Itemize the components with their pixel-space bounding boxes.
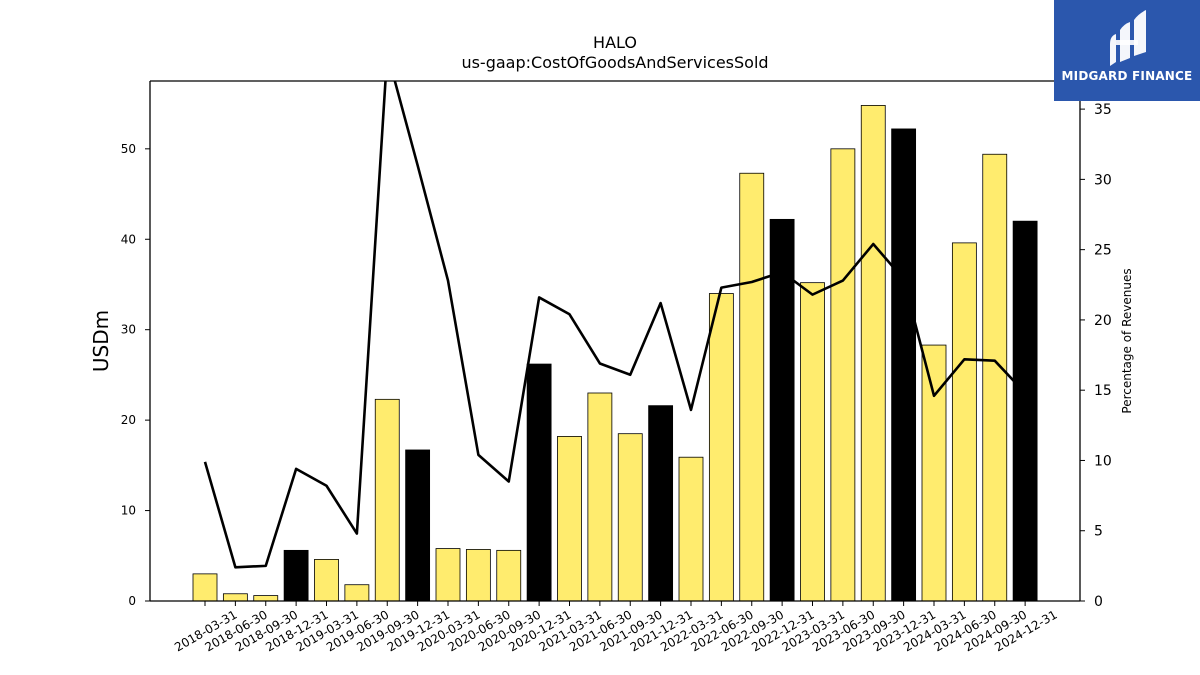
- right-y-axis-label: Percentage of Revenues: [1120, 268, 1134, 413]
- left-y-tick-label: 40: [121, 232, 136, 246]
- right-y-tick-label: 15: [1094, 383, 1112, 399]
- bar-series: [192, 105, 1038, 602]
- bar-2023-12-31: [891, 128, 917, 602]
- right-y-tick-label: 20: [1094, 313, 1112, 329]
- bar-2023-06-30: [830, 148, 856, 602]
- left-y-tick-label: 0: [128, 594, 136, 608]
- bar-2022-06-30: [708, 293, 734, 602]
- percentage-line: [203, 81, 1027, 569]
- bar-2021-06-30: [587, 392, 613, 602]
- bar-2018-06-30: [222, 593, 248, 602]
- logo-mark-icon: [1110, 10, 1146, 66]
- left-y-tick-label: 20: [121, 413, 136, 427]
- left-y-tick-label: 10: [121, 504, 136, 518]
- bar-2020-06-30: [465, 549, 491, 602]
- bar-2019-12-31: [405, 449, 431, 602]
- bar-2024-09-30: [982, 153, 1008, 602]
- bar-2024-03-31: [921, 344, 947, 602]
- bar-2020-12-31: [526, 363, 552, 602]
- bar-2019-06-30: [344, 584, 370, 602]
- chart-title: HALO: [593, 33, 637, 52]
- bar-2018-12-31: [283, 549, 309, 602]
- bar-2019-03-31: [314, 559, 339, 602]
- chart-subtitle: us-gaap:CostOfGoodsAndServicesSold: [461, 53, 768, 72]
- bar-2021-12-31: [648, 405, 674, 602]
- bar-2022-09-30: [739, 172, 765, 602]
- right-y-tick-label: 5: [1094, 524, 1103, 540]
- bar-2023-03-31: [800, 282, 825, 602]
- right-y-tick-label: 0: [1094, 594, 1103, 610]
- bar-2018-03-31: [192, 573, 218, 602]
- right-y-ticks: 0 5 10 15 20 25 30 35: [1080, 102, 1112, 610]
- bar-2021-09-30: [617, 433, 643, 602]
- bar-2022-12-31: [769, 218, 795, 602]
- bar-2018-09-30: [253, 595, 279, 602]
- bar-2021-03-31: [557, 436, 582, 602]
- bar-2020-09-30: [496, 549, 522, 602]
- right-y-tick-label: 25: [1094, 243, 1112, 259]
- logo-text: MIDGARD FINANCE: [1061, 69, 1193, 83]
- left-y-axis-label: USDm: [89, 310, 113, 372]
- bar-2019-09-30: [374, 398, 400, 602]
- left-y-tick-label: 50: [121, 142, 136, 156]
- bar-2020-03-31: [435, 548, 461, 602]
- x-ticks: 2018-03-312018-06-302018-09-302018-12-31…: [172, 601, 1060, 654]
- line-series-layer: [203, 81, 1027, 569]
- bar-2023-09-30: [860, 105, 886, 602]
- right-y-tick-label: 30: [1094, 172, 1112, 188]
- left-y-ticks: 0 10 20 30 40 50: [121, 142, 150, 608]
- bar-2024-06-30: [951, 242, 977, 602]
- bar-2022-03-31: [678, 456, 704, 602]
- right-y-tick-label: 10: [1094, 453, 1112, 469]
- left-y-tick-label: 30: [121, 323, 136, 337]
- right-y-tick-label: 35: [1094, 102, 1112, 118]
- bar-2024-12-31: [1012, 220, 1038, 602]
- midgard-finance-logo: MIDGARD FINANCE: [1054, 0, 1200, 101]
